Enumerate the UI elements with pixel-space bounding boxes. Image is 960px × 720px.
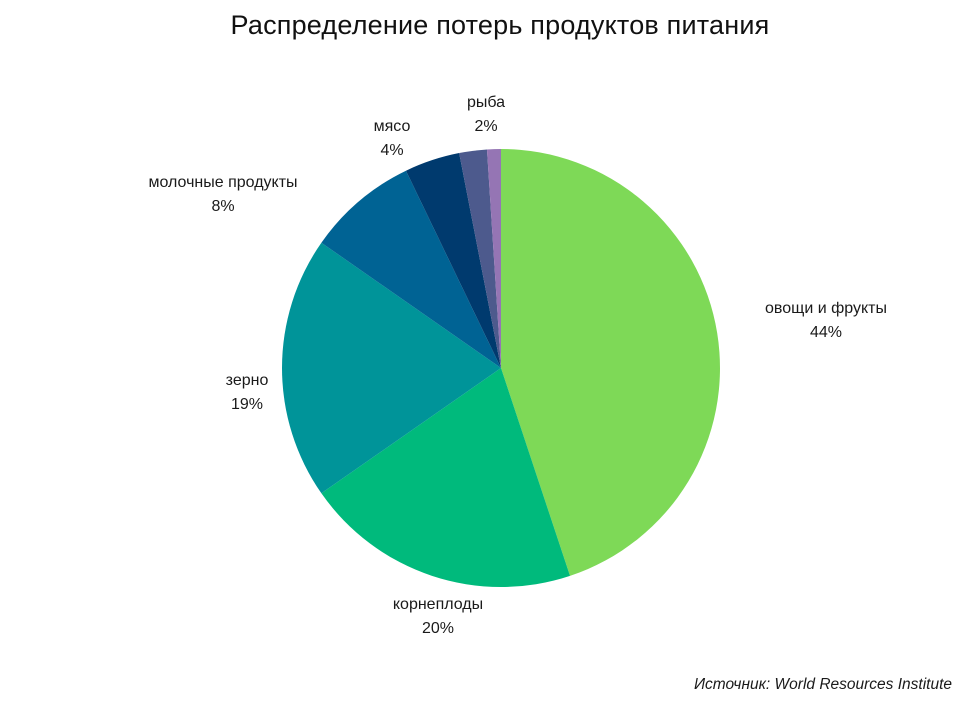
pie-slice-4 [321,170,501,368]
slice-category-label: корнеплоды [393,596,483,613]
slice-category-label: зерно [226,372,269,389]
slice-category-label: овощи и фрукты [765,300,887,317]
pie-slice-5 [405,153,501,368]
slice-value-label: 2% [474,118,497,135]
slice-category-label: молочные продукты [148,174,297,191]
pie-slice-1 [501,149,720,576]
slice-value-label: 20% [422,620,454,637]
pie-slice-6 [459,149,501,368]
slice-category-label: мясо [374,118,411,135]
slice-value-label: 44% [810,324,842,341]
slice-value-label: 8% [211,198,234,215]
pie-slice-3 [282,242,501,494]
slice-category-label: рыба [467,94,505,111]
pie-slice-2 [321,368,571,587]
slice-value-label: 19% [231,396,263,413]
pie-slices [282,149,720,587]
pie-labels: овощи и фрукты 44% корнеплоды 20% зерно 19% мо… [148,94,887,637]
source-note: Источник: World Resources Institute [693,676,952,693]
chart-title: Распределение потерь продуктов питания [230,10,770,40]
pie-slice-remainder [486,149,501,368]
slice-value-label: 4% [380,142,403,159]
